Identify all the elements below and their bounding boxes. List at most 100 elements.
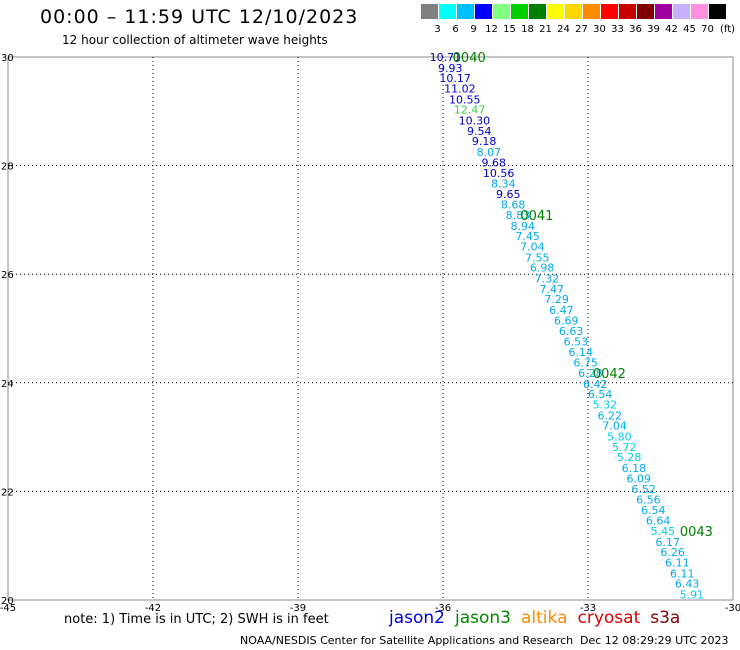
wave-height-point: 6.11: [665, 557, 690, 570]
wave-height-point: 6.52: [631, 483, 656, 496]
legend-swatch: [691, 4, 708, 19]
x-tick-label: -39: [290, 603, 306, 614]
wave-height-point: 9.18: [472, 135, 497, 148]
legend-label: 39: [647, 24, 660, 35]
legend-swatch: [493, 4, 510, 19]
wave-height-point: 10.55: [449, 93, 481, 106]
legend-label: 36: [629, 24, 642, 35]
wave-height-point: 7.32: [535, 273, 560, 286]
legend-unit: (ft): [719, 24, 736, 35]
satellite-name: jason3: [455, 608, 511, 628]
legend-swatch: [583, 4, 600, 19]
wave-height-point: 6.28: [578, 367, 603, 380]
satellite-name: jason2: [389, 608, 445, 628]
wave-height-point: 6.18: [622, 462, 647, 475]
wave-height-point: 7.29: [544, 293, 569, 306]
footer-note: note: 1) Time is in UTC; 2) SWH is in fe…: [64, 612, 329, 627]
wave-height-point: 6.22: [598, 409, 623, 422]
y-tick-label: 30: [1, 53, 14, 64]
wave-height-point: 8.07: [477, 146, 502, 159]
wave-height-point: 6.09: [627, 472, 652, 485]
legend-label: 3: [434, 24, 441, 35]
wave-height-point: 7.45: [515, 230, 540, 243]
legend-swatch: [421, 4, 438, 19]
wave-height-point: 6.98: [530, 262, 555, 275]
wave-height-point: 6.64: [646, 515, 671, 528]
wave-height-point: 7.04: [520, 241, 545, 254]
time-marker-label: 0041: [520, 209, 553, 224]
x-tick-label: -36: [435, 603, 451, 614]
legend-label: 45: [683, 24, 696, 35]
wave-height-point: 8.34: [491, 178, 516, 191]
wave-height-point: 7.55: [525, 251, 550, 264]
legend-swatch: [709, 4, 726, 19]
generation-timestamp: Dec 12 08:29:29 UTC 2023: [580, 634, 729, 647]
plot-frame: [7, 56, 734, 601]
legend-label: 33: [611, 24, 624, 35]
time-marker-label: 0040: [453, 51, 486, 66]
legend-swatch: [655, 4, 672, 19]
legend-swatch: [457, 4, 474, 19]
wave-height-point: 10.56: [483, 167, 515, 180]
y-tick-label: 28: [1, 162, 14, 173]
wave-height-point: 5.91: [680, 589, 705, 602]
legend-label: 12: [485, 24, 498, 35]
legend-label: 30: [593, 24, 606, 35]
wave-height-point: 5.80: [607, 431, 632, 444]
wave-height-point: 6.26: [660, 546, 685, 559]
y-tick-label: 20: [1, 596, 14, 607]
wave-height-point: 9.68: [482, 156, 507, 169]
wave-height-point: 8.68: [501, 199, 526, 212]
chart-title: 00:00 – 11:59 UTC 12/10/2023: [40, 6, 359, 28]
wave-height-point: 6.43: [675, 578, 700, 591]
wave-height-point: 10.30: [459, 115, 491, 128]
satellite-name: altika: [521, 608, 568, 628]
wave-height-point: 9.93: [438, 62, 463, 75]
wave-height-point: 10.17: [439, 72, 471, 85]
wave-height-point: 6.17: [656, 536, 681, 549]
legend-label: 18: [521, 24, 534, 35]
legend-swatch: [601, 4, 618, 19]
wave-height-point: 5.32: [593, 399, 618, 412]
satellite-name: cryosat: [577, 608, 641, 628]
wave-height-point: 6.47: [549, 304, 574, 317]
wave-height-point: 8.94: [511, 220, 536, 233]
wave-height-point: 6.75: [573, 357, 598, 370]
legend-swatch: [547, 4, 564, 19]
legend-swatch: [637, 4, 654, 19]
wave-height-point: 6.56: [636, 494, 661, 507]
wave-height-point: 6.11: [670, 567, 695, 580]
wave-height-point: 6.53: [564, 336, 589, 349]
wave-height-point: 6.63: [559, 325, 584, 338]
x-tick-label: -42: [145, 603, 161, 614]
legend-swatch: [529, 4, 546, 19]
time-marker-label: 0043: [680, 525, 713, 540]
wave-height-point: 9.65: [496, 188, 521, 201]
chart-subtitle: 12 hour collection of altimeter wave hei…: [62, 33, 328, 47]
legend-label: 9: [470, 24, 477, 35]
legend-label: 15: [503, 24, 516, 35]
wave-height-point: 12.47: [454, 104, 486, 117]
legend-label: 24: [557, 24, 570, 35]
legend-swatch: [565, 4, 582, 19]
wave-height-point: 5.28: [617, 451, 642, 464]
wave-height-point: 8.83: [506, 209, 531, 222]
legend-swatch: [619, 4, 636, 19]
legend-swatch: [511, 4, 528, 19]
y-tick-label: 26: [1, 270, 14, 281]
legend-label: 6: [452, 24, 459, 35]
wave-height-point: 10.71: [430, 51, 462, 64]
wave-height-point: 9.54: [467, 125, 492, 138]
legend-swatch: [439, 4, 456, 19]
legend-label: 70: [701, 24, 714, 35]
legend-label: 21: [539, 24, 552, 35]
y-tick-label: 24: [1, 379, 14, 390]
credit-line: NOAA/NESDIS Center for Satellite Applica…: [240, 634, 574, 647]
wave-height-point: 6.69: [554, 314, 579, 327]
wave-height-point: 6.14: [569, 346, 594, 359]
satellite-name: s3a: [650, 608, 681, 628]
legend-label: 42: [665, 24, 678, 35]
y-tick-label: 22: [1, 487, 14, 498]
x-tick-label: -45: [0, 603, 16, 614]
